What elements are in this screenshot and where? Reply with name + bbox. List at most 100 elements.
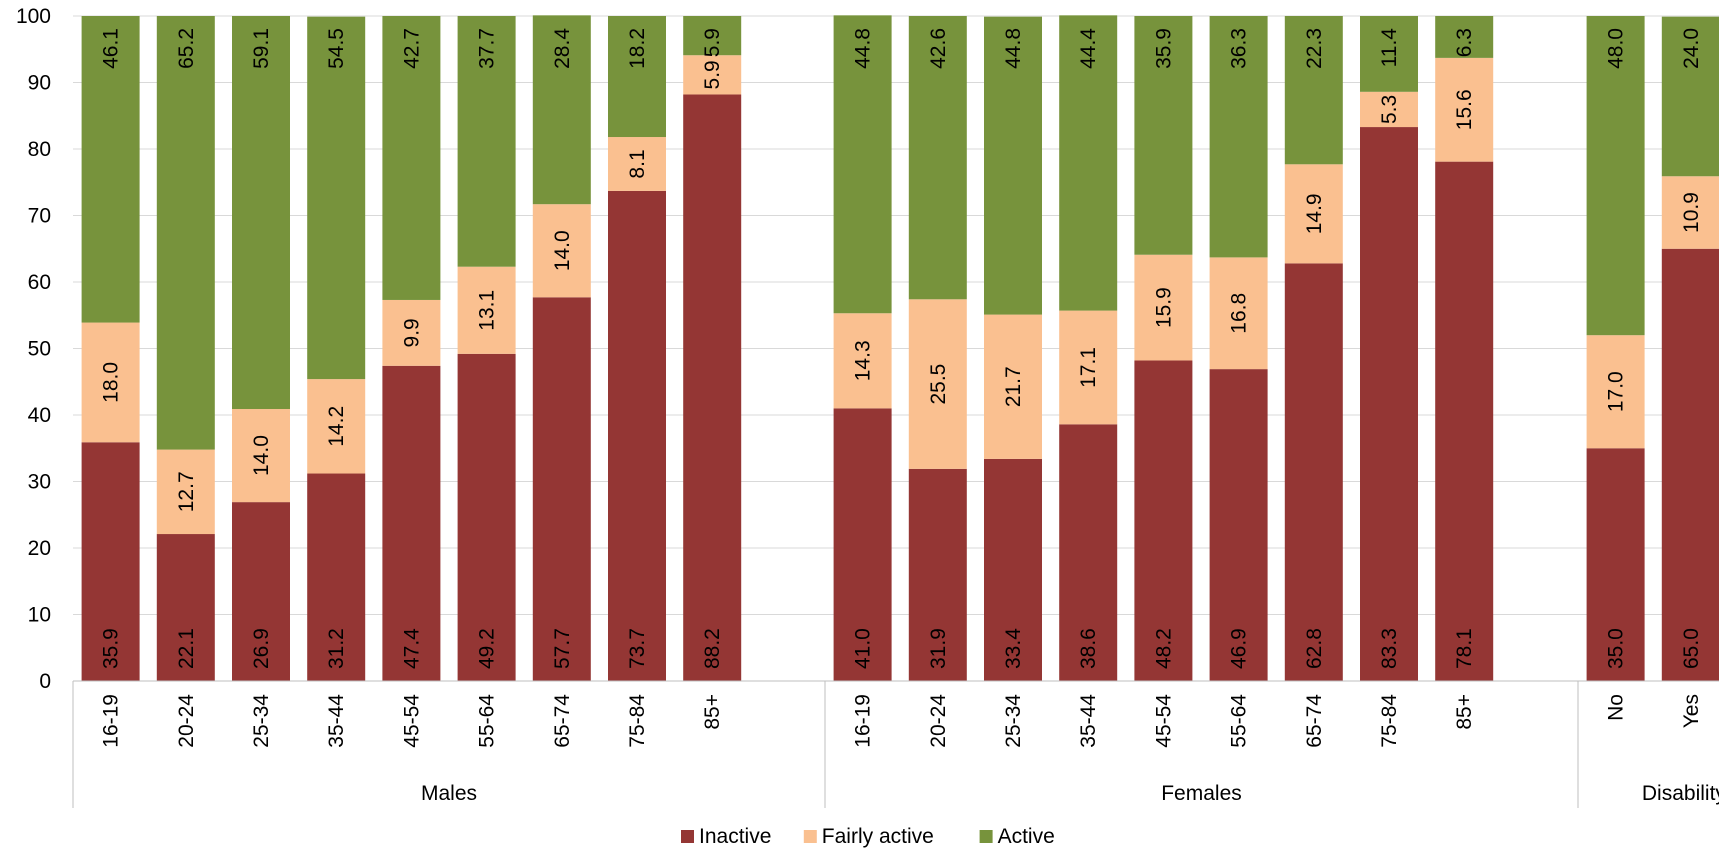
data-label: 62.8: [1303, 628, 1326, 669]
y-tick-label: 70: [28, 205, 51, 228]
y-tick-label: 40: [28, 404, 51, 427]
data-label: 18.2: [626, 28, 649, 69]
data-label: 9.9: [400, 318, 423, 347]
bar-segment-fairly-active: [156, 449, 215, 535]
bar-segment-active: [1435, 16, 1494, 58]
data-label: 31.9: [927, 628, 950, 669]
data-label: 5.9: [701, 60, 724, 89]
bar-segment-fairly-active: [1059, 310, 1118, 425]
bar-segment-fairly-active: [1661, 176, 1719, 249]
bar-segment-inactive: [1134, 360, 1193, 681]
bar-segment-fairly-active: [532, 204, 591, 298]
bar-segment-fairly-active: [1360, 91, 1418, 128]
y-tick-label: 60: [28, 271, 51, 294]
bar-segment-active: [683, 16, 742, 56]
data-label: 35.0: [1605, 628, 1628, 669]
bar-segment-inactive: [908, 468, 967, 681]
bar-segment-active: [1059, 15, 1118, 311]
data-label: 15.9: [1152, 287, 1175, 328]
bar-segment-active: [156, 16, 215, 450]
data-label: 14.9: [1303, 193, 1326, 234]
bar-segment-inactive: [457, 353, 516, 681]
x-tick-label: 16-19: [852, 694, 875, 748]
data-label: 8.1: [626, 149, 649, 178]
data-label: 33.4: [1002, 628, 1025, 669]
bar-segment-inactive: [232, 502, 290, 681]
x-tick-label: 75-84: [1378, 694, 1401, 748]
data-label: 38.6: [1077, 628, 1100, 669]
data-label: 37.7: [476, 28, 499, 69]
bar-segment-active: [1360, 16, 1418, 92]
bar-segment-active: [833, 15, 892, 314]
data-label: 48.0: [1605, 28, 1628, 69]
data-label: 28.4: [551, 28, 574, 69]
bar-segment-inactive: [1284, 263, 1343, 681]
bar-segment-inactive: [1661, 248, 1719, 681]
bar-segment-fairly-active: [1134, 254, 1193, 361]
data-label: 18.0: [100, 362, 123, 403]
x-tick-label: 85+: [1453, 694, 1476, 730]
bar-segment-fairly-active: [683, 55, 742, 95]
data-label: 17.1: [1077, 347, 1100, 388]
data-label: 44.8: [852, 28, 875, 69]
bar-segment-active: [307, 16, 366, 380]
x-tick-label: 45-54: [400, 694, 423, 748]
data-label: 41.0: [852, 628, 875, 669]
x-tick-label: 75-84: [626, 694, 649, 748]
x-tick-label: 35-44: [1077, 694, 1100, 748]
y-tick-label: 80: [28, 138, 51, 161]
y-tick-label: 10: [28, 604, 51, 627]
bar-segment-inactive: [382, 365, 441, 681]
legend-swatch-inactive: [681, 830, 694, 843]
bar-segment-active: [532, 15, 591, 205]
group-label: Females: [1161, 782, 1242, 805]
bar-segment-active: [1134, 16, 1193, 255]
bar-segment-fairly-active: [833, 313, 892, 409]
legend-swatch-active: [979, 830, 993, 843]
x-tick-label: 65-74: [551, 694, 574, 748]
bar-segment-active: [1586, 16, 1645, 336]
bar-segment-fairly-active: [232, 409, 290, 503]
data-label: 49.2: [476, 628, 499, 669]
bar-segment-fairly-active: [382, 299, 441, 366]
x-tick-label: Yes: [1680, 694, 1703, 728]
bar-segment-inactive: [156, 534, 215, 681]
bar-segment-inactive: [1059, 424, 1118, 681]
x-tick-label: 55-64: [1228, 694, 1251, 748]
bar-segment-fairly-active: [984, 314, 1042, 459]
bar-segment-fairly-active: [457, 266, 516, 354]
bar-segment-fairly-active: [608, 137, 666, 191]
bar-segment-fairly-active: [1284, 164, 1343, 264]
bar-segment-active: [457, 16, 516, 267]
data-label: 35.9: [100, 628, 123, 669]
y-tick-label: 30: [28, 471, 51, 494]
legend-label: Active: [998, 825, 1055, 848]
bar-segment-inactive: [833, 408, 892, 681]
data-label: 14.0: [551, 230, 574, 271]
bar-segment-inactive: [1435, 161, 1494, 681]
data-label: 42.7: [400, 28, 423, 69]
data-label: 22.3: [1303, 28, 1326, 69]
y-tick-label: 0: [39, 670, 51, 693]
x-tick-label: 85+: [701, 694, 724, 730]
bar-segment-active: [1209, 16, 1268, 258]
bar-segment-active: [232, 16, 290, 410]
data-label: 36.3: [1228, 28, 1251, 69]
data-label: 47.4: [400, 628, 423, 669]
legend-swatch-fairly-active: [803, 830, 817, 843]
bar-segment-inactive: [984, 458, 1042, 681]
data-label: 14.3: [852, 340, 875, 381]
bar-segment-inactive: [307, 473, 366, 681]
x-tick-label: 65-74: [1303, 694, 1326, 748]
data-label: 10.9: [1680, 192, 1703, 233]
data-label: 59.1: [250, 28, 273, 69]
data-label: 5.3: [1378, 95, 1401, 124]
data-label: 17.0: [1605, 371, 1628, 412]
bar-segment-fairly-active: [307, 379, 366, 474]
data-label: 65.2: [175, 28, 198, 69]
bar-segment-active: [81, 16, 140, 323]
data-label: 6.3: [1453, 28, 1476, 57]
data-label: 46.1: [100, 28, 123, 69]
